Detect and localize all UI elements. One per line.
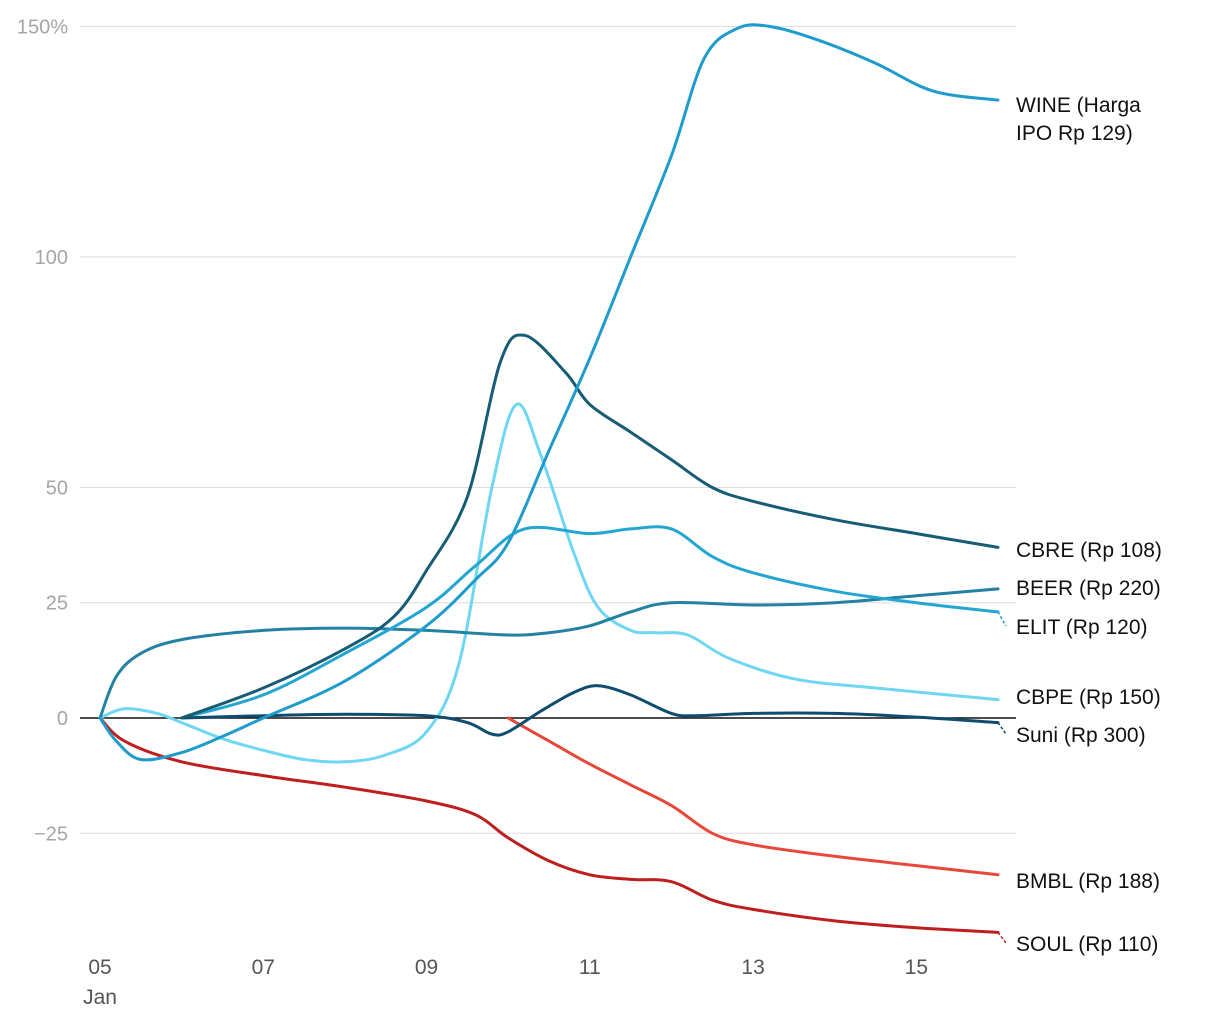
y-axis-ticks: −25 0 25 50 100 150% (17, 16, 68, 845)
grid-layer (80, 25, 1016, 834)
series-line-suni (180, 684, 1000, 737)
series-label-leader-suni (997, 722, 1007, 735)
y-tick-label-100: 100 (35, 247, 68, 269)
series-label-beer: BEER (Rp 220) (1016, 577, 1161, 600)
series-label-line-wine-1: WINE (Harga (1016, 94, 1141, 117)
series-label-elit: ELIT (Rp 120) (1016, 616, 1148, 639)
series-line-soul (98, 716, 1000, 934)
x-axis-ticks: 05 07 09 11 13 15 Jan (83, 956, 928, 1009)
series-label-leader-soul (997, 931, 1007, 944)
series-label-soul: SOUL (Rp 110) (1016, 933, 1158, 956)
y-tick-label-0: 0 (57, 708, 68, 730)
x-tick-label-11: 11 (579, 956, 601, 979)
series-label-line-cbre-1: CBRE (Rp 108) (1016, 539, 1162, 562)
series-line-bmbl (506, 716, 1000, 877)
x-tick-label-05: 05 (88, 956, 111, 979)
series-label-line-cbpe-1: CBPE (Rp 150) (1016, 686, 1161, 709)
series-label-line-bmbl-1: BMBL (Rp 188) (1016, 870, 1160, 893)
x-tick-label-09: 09 (415, 956, 438, 979)
y-tick-label-50: 50 (46, 477, 68, 499)
series-line-wine (98, 23, 1000, 762)
series-end-labels: SOUL (Rp 110) BMBL (Rp 188) CBPE (Rp 150) B… (997, 94, 1162, 956)
series-line-beer (98, 587, 1000, 720)
series-layer (98, 23, 1000, 934)
series-label-wine: WINE (Harga IPO Rp 129) (1016, 94, 1141, 145)
series-label-line-wine-2: IPO Rp 129) (1016, 122, 1133, 145)
series-label-suni: Suni (Rp 300) (1016, 724, 1146, 747)
series-label-leader-elit (997, 611, 1007, 627)
series-label-line-elit-1: ELIT (Rp 120) (1016, 616, 1148, 639)
series-line-cbre (180, 333, 1000, 720)
x-tick-label-07: 07 (252, 956, 275, 979)
y-tick-label-25: 25 (46, 593, 68, 615)
series-label-cbpe: CBPE (Rp 150) (1016, 686, 1161, 709)
series-label-cbre: CBRE (Rp 108) (1016, 539, 1162, 562)
x-tick-label-13: 13 (741, 956, 764, 979)
x-tick-label-15: 15 (905, 956, 928, 979)
y-tick-label-150: 150% (17, 16, 68, 38)
series-label-line-beer-1: BEER (Rp 220) (1016, 577, 1161, 600)
series-label-line-soul-1: SOUL (Rp 110) (1016, 933, 1158, 956)
series-label-bmbl: BMBL (Rp 188) (1016, 870, 1160, 893)
series-line-elit (180, 525, 1000, 720)
series-line-cbpe (98, 402, 1000, 764)
x-tick-sublabel-month: Jan (83, 986, 117, 1009)
series-label-line-suni-1: Suni (Rp 300) (1016, 724, 1146, 747)
y-tick-label--25: −25 (34, 823, 68, 845)
